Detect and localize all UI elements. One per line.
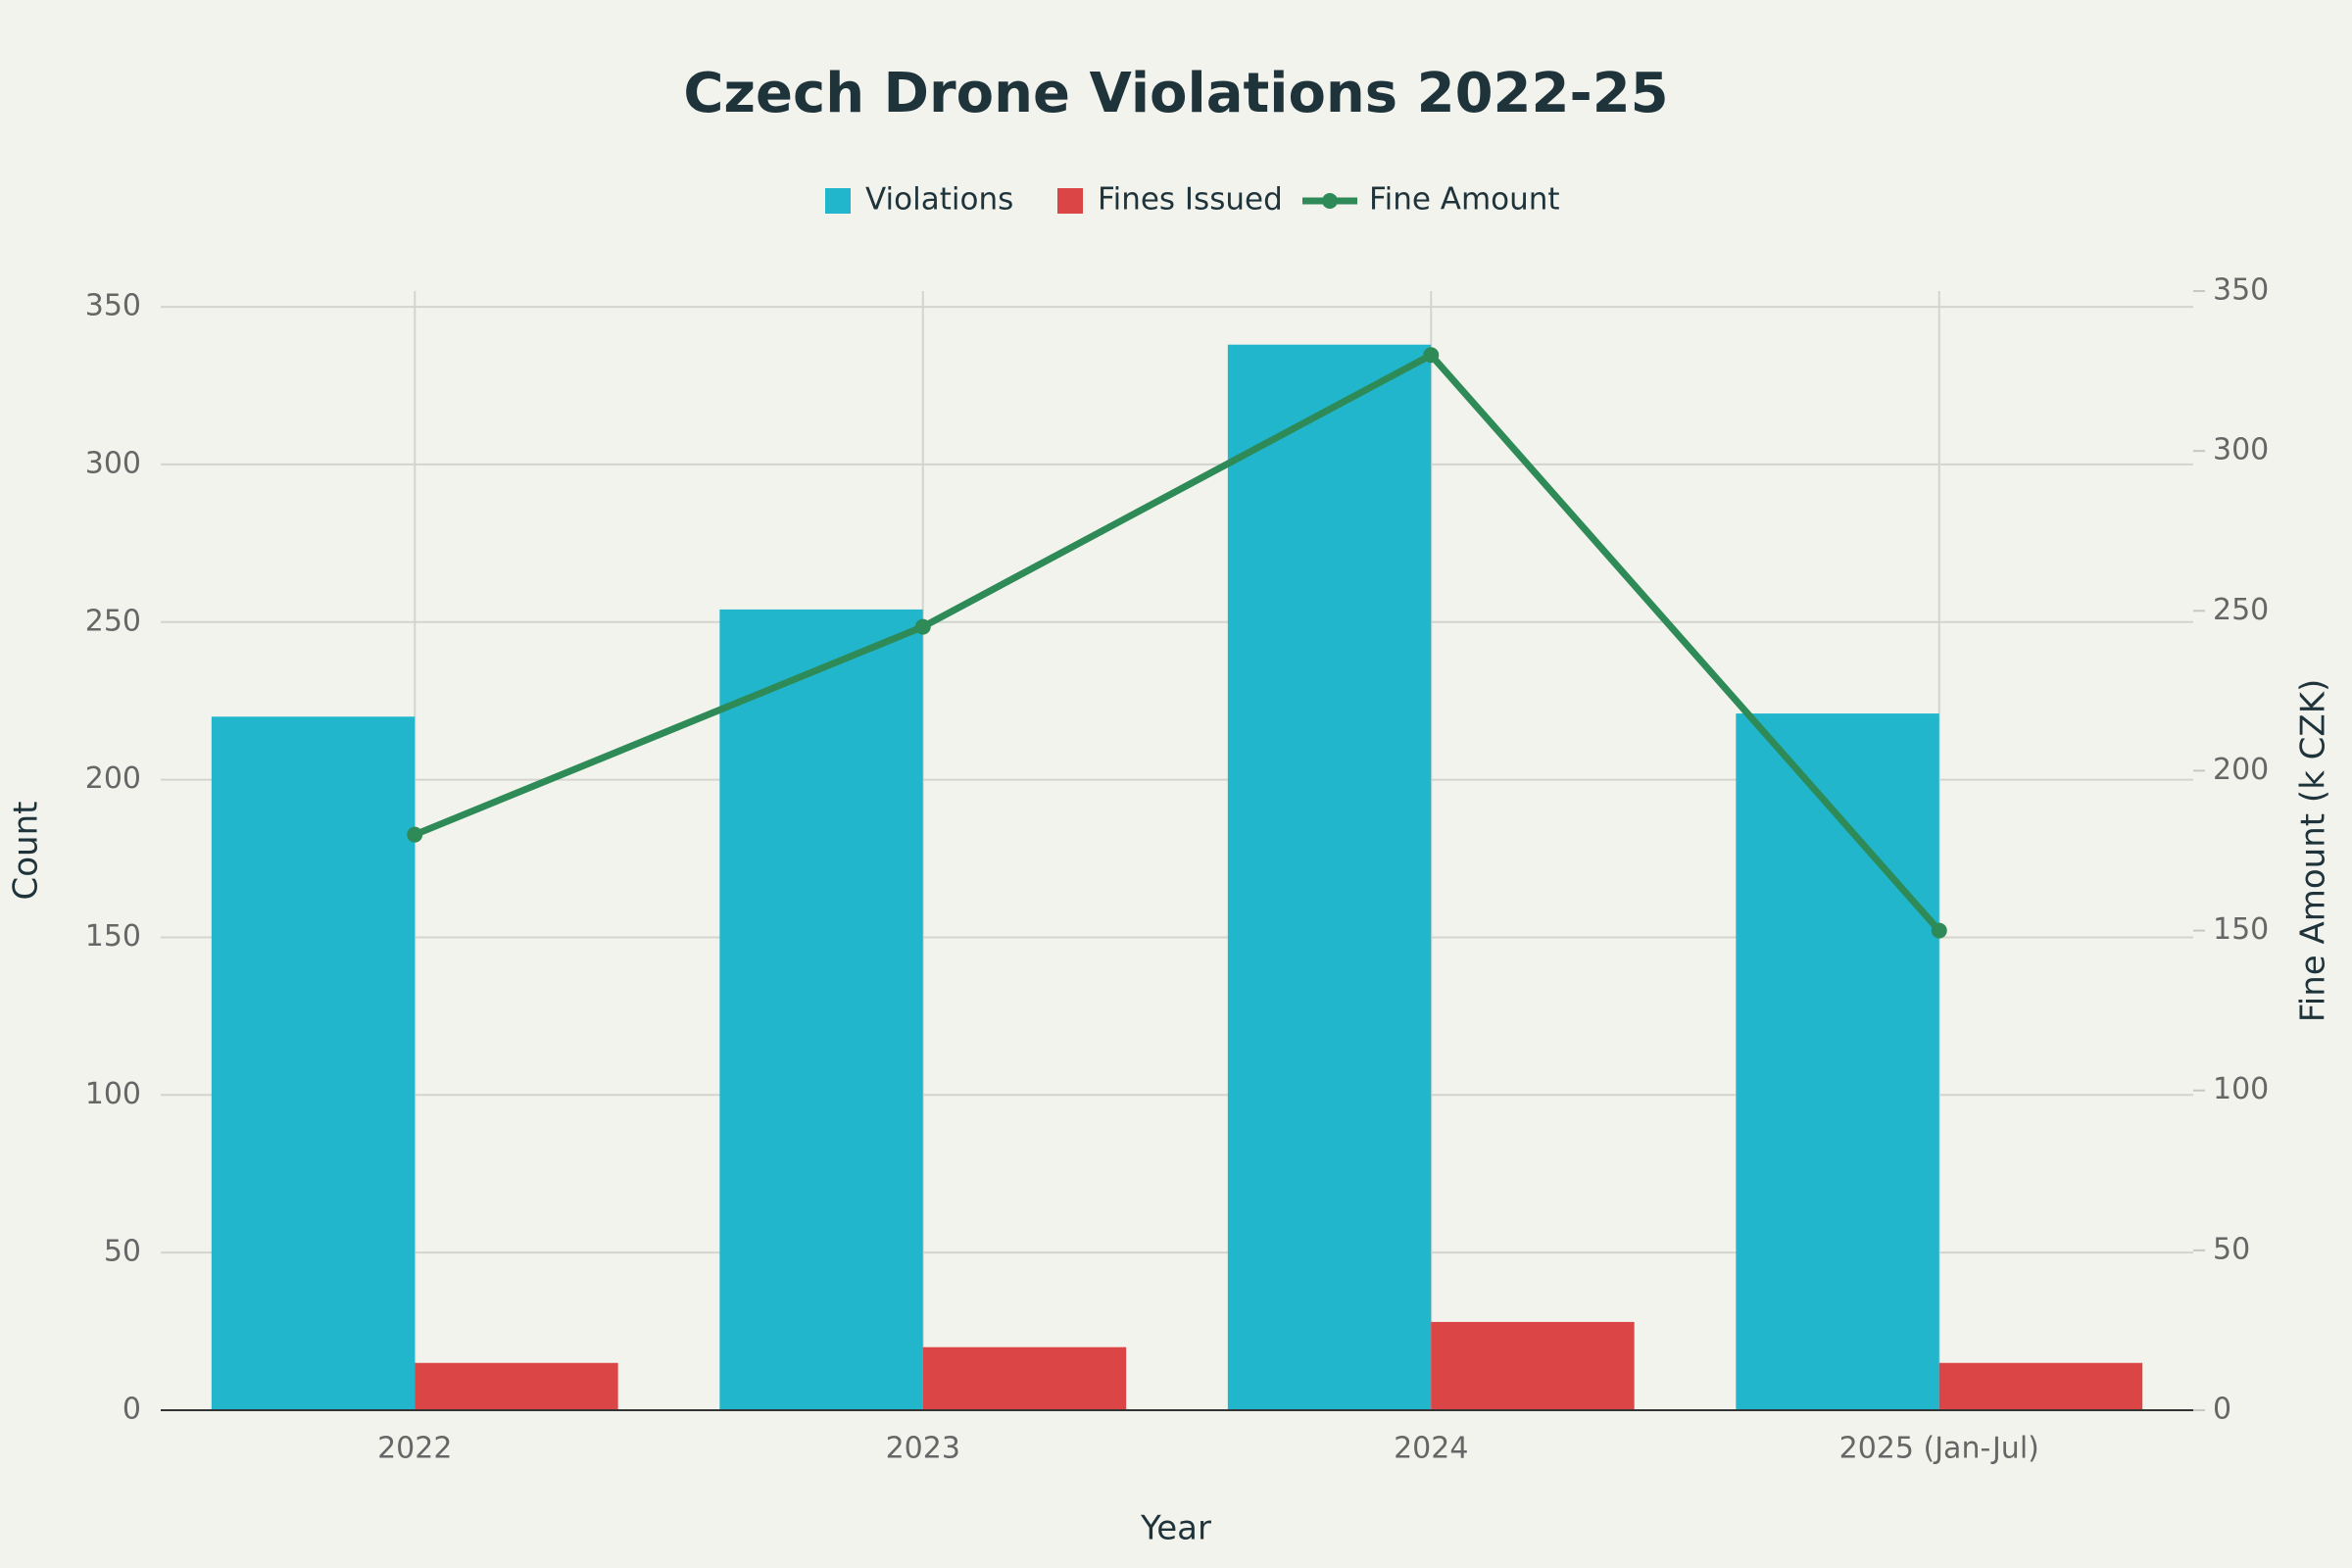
bar <box>1227 344 1432 1411</box>
bar <box>719 609 923 1410</box>
x-tick-label: 2024 <box>1394 1432 1468 1466</box>
y2-tick-label: 100 <box>2213 1072 2269 1106</box>
y-tick-label: 50 <box>104 1235 141 1269</box>
y-axis-title: Count <box>7 802 46 901</box>
y2-tick-label: 300 <box>2213 433 2269 467</box>
bar <box>922 1347 1127 1410</box>
y2-tick-label: 350 <box>2213 273 2269 308</box>
y-tick-label: 300 <box>85 446 141 480</box>
chart-title: Czech Drone Violations 2022-25 <box>683 62 1668 125</box>
line-point <box>1931 922 1947 939</box>
legend-marker <box>1322 193 1338 209</box>
bar <box>1736 713 1939 1410</box>
bar <box>1938 1362 2143 1410</box>
y-tick-label: 100 <box>85 1077 141 1111</box>
legend-swatch <box>1057 188 1083 214</box>
y-tick-label: 150 <box>85 919 141 954</box>
bar <box>211 716 416 1410</box>
line-point <box>1423 347 1440 364</box>
line-point <box>407 826 423 843</box>
y2-tick-label: 150 <box>2213 912 2269 947</box>
x-tick-label: 2022 <box>377 1432 452 1466</box>
line <box>413 350 1942 933</box>
legend-label: Fine Amount <box>1369 182 1560 218</box>
y-tick-label: 250 <box>85 604 141 638</box>
x-axis-title: Year <box>1140 1509 1211 1548</box>
legend-label: Violations <box>865 182 1013 218</box>
y2-tick-label: 0 <box>2213 1393 2231 1427</box>
y2-axis-title: Fine Amount (k CZK) <box>2294 679 2333 1023</box>
line-point <box>914 618 931 635</box>
y2-tick-label: 250 <box>2213 593 2269 627</box>
y-tick-label: 200 <box>85 761 141 796</box>
x-tick-label: 2023 <box>886 1432 960 1466</box>
x-tick-label: 2025 (Jan-Jul) <box>1839 1432 2039 1466</box>
y2-tick-label: 50 <box>2213 1232 2250 1266</box>
legend-swatch <box>825 188 851 214</box>
bar <box>1431 1321 1635 1410</box>
y-tick-label: 0 <box>122 1393 141 1427</box>
bar <box>415 1362 618 1410</box>
y-tick-label: 350 <box>85 289 141 323</box>
legend-label: Fines Issued <box>1098 182 1283 218</box>
y2-tick-label: 200 <box>2213 753 2269 787</box>
